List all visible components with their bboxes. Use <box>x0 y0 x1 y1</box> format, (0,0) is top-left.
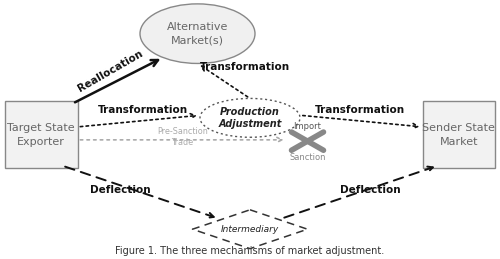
Text: Deflection: Deflection <box>90 185 150 195</box>
Text: Import: Import <box>294 122 322 131</box>
Ellipse shape <box>140 4 255 63</box>
FancyArrowPatch shape <box>284 167 433 218</box>
FancyArrowPatch shape <box>202 66 248 97</box>
FancyArrowPatch shape <box>80 137 282 142</box>
Text: Pre-Sanction
Trade: Pre-Sanction Trade <box>157 127 208 147</box>
Text: Sender State
Market: Sender State Market <box>422 123 495 147</box>
FancyArrowPatch shape <box>65 167 214 218</box>
Ellipse shape <box>200 98 300 137</box>
FancyArrowPatch shape <box>80 114 196 127</box>
Text: Deflection: Deflection <box>340 185 400 195</box>
FancyBboxPatch shape <box>5 101 78 168</box>
FancyArrowPatch shape <box>75 60 158 102</box>
Text: Production
Adjustment: Production Adjustment <box>218 107 282 129</box>
Text: Target State
Exporter: Target State Exporter <box>8 123 75 147</box>
Text: Reallocation: Reallocation <box>76 48 144 94</box>
FancyBboxPatch shape <box>422 101 495 168</box>
Text: Transformation: Transformation <box>315 105 405 115</box>
Text: Transformation: Transformation <box>98 105 188 115</box>
Text: Transformation: Transformation <box>200 62 290 72</box>
Text: Intermediary: Intermediary <box>221 225 279 234</box>
Text: Alternative
Market(s): Alternative Market(s) <box>167 22 228 46</box>
Text: Figure 1. The three mechanisms of market adjustment.: Figure 1. The three mechanisms of market… <box>116 246 384 256</box>
FancyArrowPatch shape <box>303 116 418 128</box>
Text: Sanction: Sanction <box>289 153 326 162</box>
